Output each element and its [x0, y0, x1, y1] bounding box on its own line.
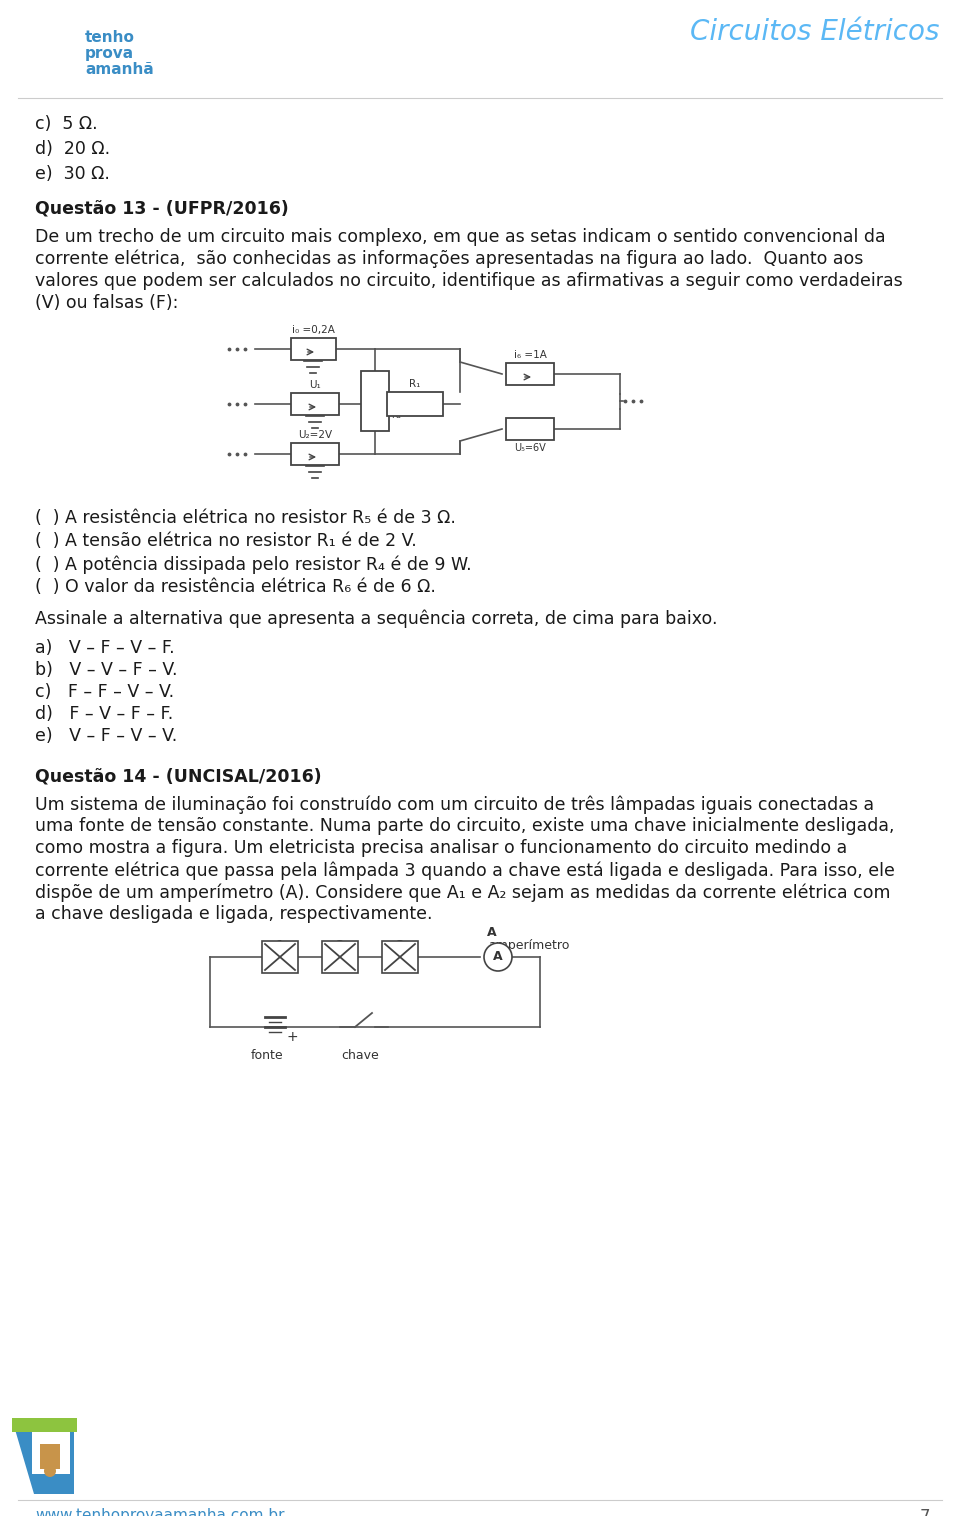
- Text: (  ) A resistência elétrica no resistor R₅ é de 3 Ω.: ( ) A resistência elétrica no resistor R…: [35, 509, 456, 528]
- Bar: [291, 338, 335, 359]
- Text: a)   V – F – V – F.: a) V – F – V – F.: [35, 640, 175, 656]
- Text: e)   V – F – V – V.: e) V – F – V – V.: [35, 728, 178, 744]
- Text: d)  20 Ω.: d) 20 Ω.: [35, 139, 110, 158]
- Bar: [262, 941, 298, 973]
- Text: R₁: R₁: [391, 411, 401, 420]
- Text: (  ) A potência dissipada pelo resistor R₄ é de 9 W.: ( ) A potência dissipada pelo resistor R…: [35, 555, 471, 573]
- Text: c)  5 Ω.: c) 5 Ω.: [35, 115, 98, 133]
- Text: U₂=2V: U₂=2V: [298, 431, 332, 440]
- Text: i=3A: i=3A: [371, 390, 379, 412]
- Text: Circuitos Elétricos: Circuitos Elétricos: [690, 18, 940, 45]
- Text: R₂=4Ω: R₂=4Ω: [299, 449, 331, 459]
- Text: 7: 7: [920, 1508, 930, 1516]
- Text: d)   F – V – F – F.: d) F – V – F – F.: [35, 705, 173, 723]
- Text: (V) ou falsas (F):: (V) ou falsas (F):: [35, 294, 179, 312]
- Text: De um trecho de um circuito mais complexo, em que as setas indicam o sentido con: De um trecho de um circuito mais complex…: [35, 227, 886, 246]
- Text: R₆: R₆: [524, 368, 536, 379]
- Text: A: A: [493, 951, 503, 964]
- Text: Questão 14 - (UNCISAL/2016): Questão 14 - (UNCISAL/2016): [35, 767, 322, 785]
- Bar: [322, 941, 358, 973]
- Text: R₁=3Ω: R₁=3Ω: [299, 399, 331, 409]
- Text: Assinale a alternativa que apresenta a sequência correta, de cima para baixo.: Assinale a alternativa que apresenta a s…: [35, 609, 717, 628]
- Bar: [291, 393, 339, 415]
- Bar: [506, 418, 554, 440]
- Circle shape: [484, 943, 512, 972]
- Text: +: +: [287, 1029, 299, 1045]
- Text: a chave desligada e ligada, respectivamente.: a chave desligada e ligada, respectivame…: [35, 905, 433, 923]
- Text: valores que podem ser calculados no circuito, identifique as afirmativas a segui: valores que podem ser calculados no circ…: [35, 271, 902, 290]
- Text: b)   V – V – F – V.: b) V – V – F – V.: [35, 661, 178, 679]
- Text: 3: 3: [396, 938, 404, 954]
- Text: chave: chave: [341, 1049, 379, 1063]
- Bar: [12, 1417, 77, 1433]
- Text: amperímetro: amperímetro: [488, 938, 569, 952]
- Bar: [361, 371, 389, 431]
- Bar: [387, 393, 443, 415]
- Polygon shape: [14, 1427, 74, 1493]
- Text: corrente elétrica,  são conhecidas as informações apresentadas na figura ao lado: corrente elétrica, são conhecidas as inf…: [35, 250, 863, 268]
- Text: R₅: R₅: [525, 424, 536, 434]
- Text: dispõe de um amperímetro (A). Considere que A₁ e A₂ sejam as medidas da corrente: dispõe de um amperímetro (A). Considere …: [35, 882, 891, 902]
- Bar: [382, 941, 418, 973]
- Text: www.tenhoprovaamanha.com.br: www.tenhoprovaamanha.com.br: [35, 1508, 284, 1516]
- Text: (  ) O valor da resistência elétrica R₆ é de 6 Ω.: ( ) O valor da resistência elétrica R₆ é…: [35, 578, 436, 596]
- Bar: [291, 443, 339, 465]
- Text: U₁: U₁: [309, 381, 321, 390]
- Text: (  ) A tensão elétrica no resistor R₁ é de 2 V.: ( ) A tensão elétrica no resistor R₁ é d…: [35, 532, 417, 550]
- Text: e)  30 Ω.: e) 30 Ω.: [35, 165, 109, 183]
- Text: U₅=6V: U₅=6V: [515, 443, 546, 453]
- Text: R₄=4Ω: R₄=4Ω: [398, 399, 431, 409]
- Polygon shape: [32, 1433, 70, 1474]
- Text: como mostra a figura. Um eletricista precisa analisar o funcionamento do circuit: como mostra a figura. Um eletricista pre…: [35, 838, 848, 857]
- Text: tenho: tenho: [85, 30, 134, 45]
- Text: Questão 13 - (UFPR/2016): Questão 13 - (UFPR/2016): [35, 200, 289, 218]
- Text: 1: 1: [276, 938, 284, 954]
- Text: 2: 2: [336, 938, 345, 954]
- Text: i₀ =0,2A: i₀ =0,2A: [292, 324, 334, 335]
- Text: prova: prova: [85, 45, 134, 61]
- Text: uma fonte de tensão constante. Numa parte do circuito, existe uma chave inicialm: uma fonte de tensão constante. Numa part…: [35, 817, 895, 835]
- Text: corrente elétrica que passa pela lâmpada 3 quando a chave está ligada e desligad: corrente elétrica que passa pela lâmpada…: [35, 861, 895, 879]
- Bar: [40, 1445, 60, 1469]
- Text: amanhã: amanhã: [85, 62, 154, 77]
- Text: R₁: R₁: [409, 379, 420, 390]
- Text: Um sistema de iluminação foi construído com um circuito de três lâmpadas iguais : Um sistema de iluminação foi construído …: [35, 794, 875, 814]
- Text: fonte: fonte: [251, 1049, 283, 1063]
- Bar: [506, 362, 554, 385]
- Circle shape: [44, 1464, 56, 1477]
- Text: c)   F – F – V – V.: c) F – F – V – V.: [35, 684, 174, 700]
- Text: A: A: [487, 926, 496, 938]
- Text: i₆ =1A: i₆ =1A: [514, 350, 546, 359]
